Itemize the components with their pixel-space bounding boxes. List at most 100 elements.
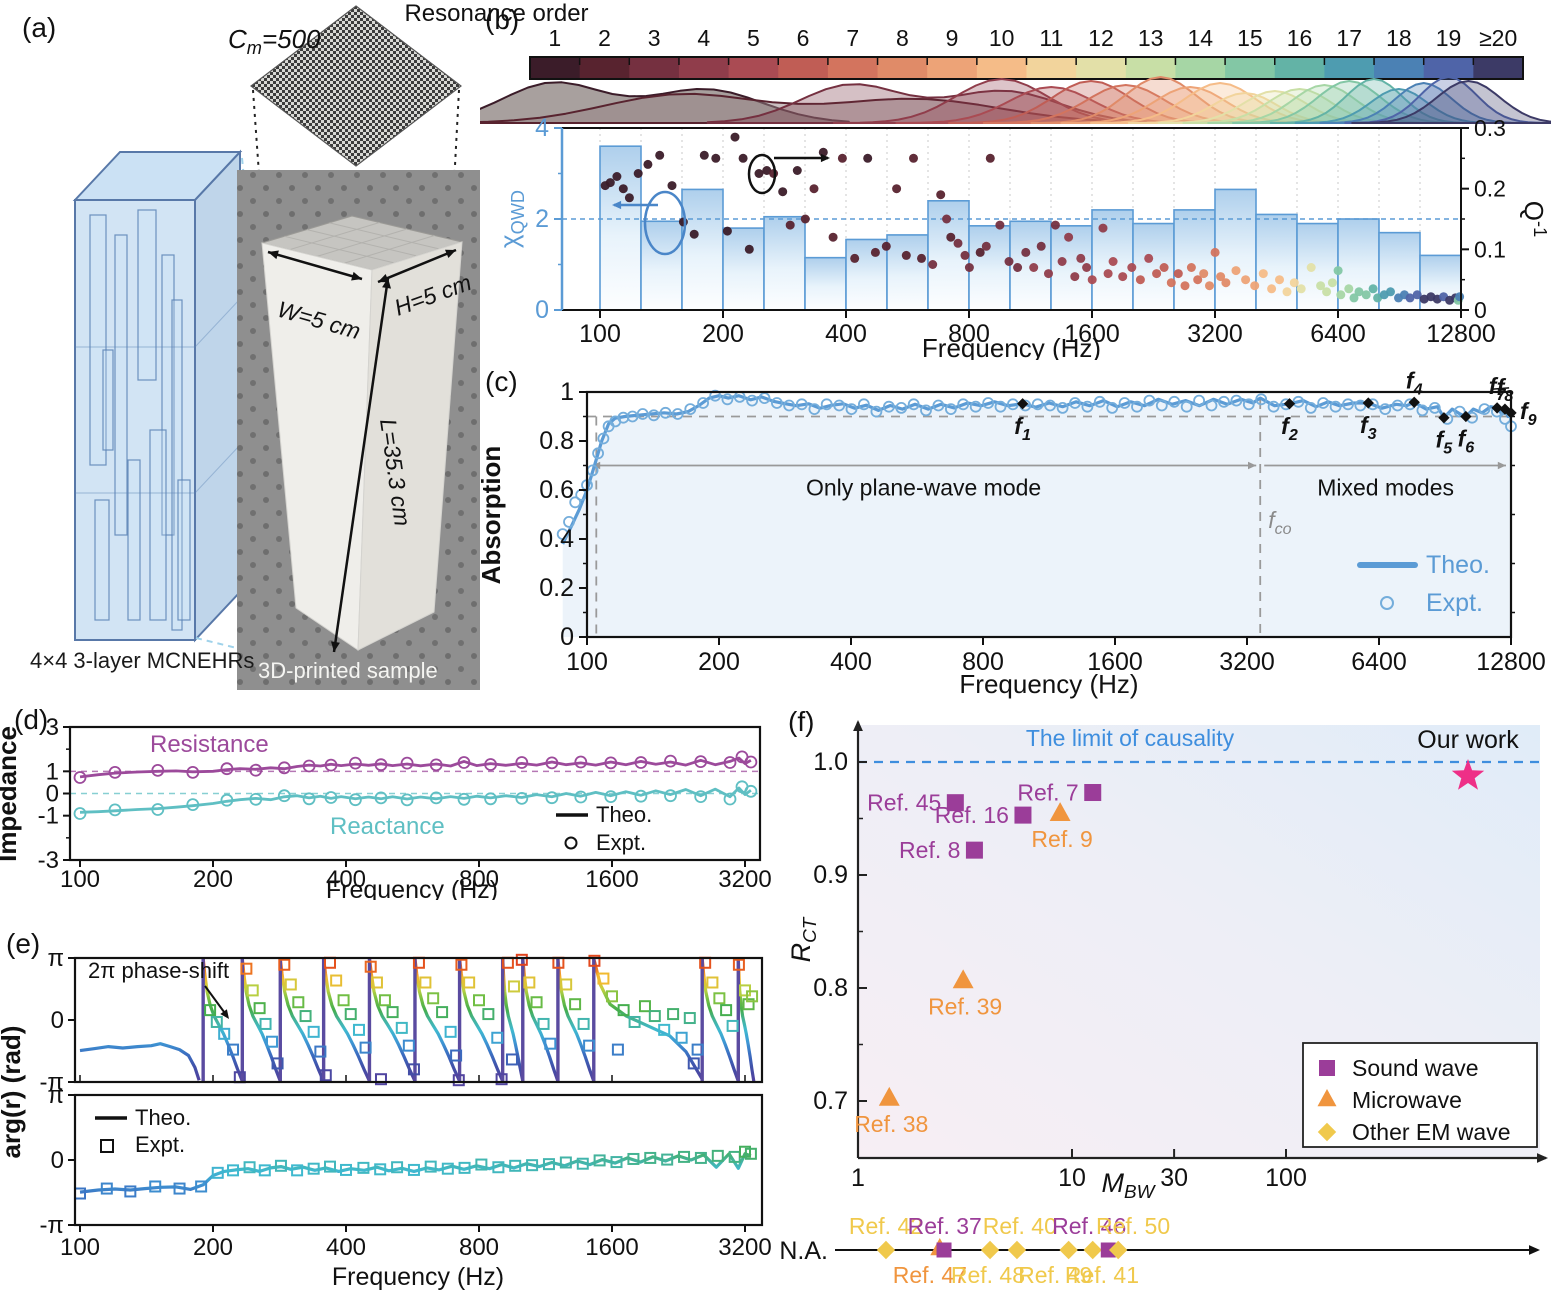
svg-text:0: 0 xyxy=(1474,297,1487,323)
svg-text:f7: f7 xyxy=(1489,373,1507,404)
panel-e-tag: (e) xyxy=(6,928,41,959)
svg-text:800: 800 xyxy=(962,648,1004,676)
svg-text:Mixed modes: Mixed modes xyxy=(1317,475,1454,501)
svg-text:15: 15 xyxy=(1237,25,1263,51)
svg-text:Ref. 49: Ref. 49 xyxy=(1018,1262,1092,1288)
svg-text:100: 100 xyxy=(60,866,100,893)
svg-text:Ref. 9: Ref. 9 xyxy=(1031,826,1092,852)
svg-text:1600: 1600 xyxy=(1064,320,1120,348)
svg-text:200: 200 xyxy=(698,648,740,676)
svg-text:Theo.: Theo. xyxy=(1426,551,1490,579)
svg-text:Other EM wave: Other EM wave xyxy=(1352,1119,1511,1145)
svg-text:Reactance: Reactance xyxy=(330,813,445,840)
svg-text:Expt.: Expt. xyxy=(1426,589,1483,617)
svg-text:Frequency (Hz): Frequency (Hz) xyxy=(922,333,1101,360)
svg-text:4: 4 xyxy=(697,25,710,51)
svg-text:800: 800 xyxy=(459,1234,499,1261)
svg-text:400: 400 xyxy=(830,648,872,676)
svg-text:12800: 12800 xyxy=(1476,648,1546,676)
causality-comparison-chart: The limit of causality 1 10 30 100 1.0 0.9 0.8 0… xyxy=(779,720,1548,1288)
svg-text:f8: f8 xyxy=(1497,374,1514,405)
svg-text:0.2: 0.2 xyxy=(1474,176,1506,202)
svg-text:1: 1 xyxy=(560,378,574,406)
svg-text:0.4: 0.4 xyxy=(539,525,574,553)
svg-text:2: 2 xyxy=(598,25,611,51)
svg-text:10: 10 xyxy=(1058,1164,1086,1192)
svg-text:0: 0 xyxy=(535,296,549,324)
svg-text:f1: f1 xyxy=(1014,413,1031,444)
svg-text:Ref. 46: Ref. 46 xyxy=(1052,1213,1126,1239)
svg-text:Ref. 8: Ref. 8 xyxy=(899,837,960,863)
svg-text:3200: 3200 xyxy=(718,1234,771,1261)
svg-text:0.1: 0.1 xyxy=(1474,236,1506,262)
svg-text:18: 18 xyxy=(1386,25,1412,51)
structure-caption: 4×4 3-layer MCNEHRs xyxy=(30,648,255,673)
svg-text:Resistance: Resistance xyxy=(150,731,269,758)
svg-text:N.A.: N.A. xyxy=(780,1237,828,1265)
svg-text:0.7: 0.7 xyxy=(813,1087,848,1115)
svg-text:14: 14 xyxy=(1187,25,1213,51)
svg-text:-π: -π xyxy=(39,1069,64,1096)
svg-text:f4: f4 xyxy=(1406,367,1423,398)
svg-text:Ref. 16: Ref. 16 xyxy=(935,802,1009,828)
svg-text:Ref. 47: Ref. 47 xyxy=(893,1262,967,1288)
svg-text:100: 100 xyxy=(1265,1164,1307,1192)
panel-b-chart: 1 2 3 4 5 6 7 8 9 10 11 12 13 14 15 16 17 18 19 ≥20 0 2 4 0 0.1 0… xyxy=(408,0,1551,363)
svg-text:Theo.: Theo. xyxy=(596,802,652,827)
svg-text:19: 19 xyxy=(1436,25,1462,51)
perforated-mesh xyxy=(250,5,462,167)
svg-text:30: 30 xyxy=(1160,1164,1188,1192)
svg-text:Ref. 37: Ref. 37 xyxy=(908,1213,982,1239)
svg-text:f2: f2 xyxy=(1281,413,1298,444)
panel-f-chart: The limit of causality 1 10 30 100 1.0 0.9 0.8 0… xyxy=(779,700,1551,1296)
svg-text:3200: 3200 xyxy=(1187,320,1243,348)
svg-text:1.0: 1.0 xyxy=(813,748,848,776)
svg-text:1600: 1600 xyxy=(585,1234,638,1261)
svg-text:0.8: 0.8 xyxy=(813,974,848,1002)
svg-text:Ref. 45: Ref. 45 xyxy=(867,790,941,816)
svg-text:2π phase-shift: 2π phase-shift xyxy=(88,958,229,983)
svg-text:Ref. 7: Ref. 7 xyxy=(1017,780,1078,806)
mesh-label: Cm=500 xyxy=(228,24,321,58)
svg-text:2: 2 xyxy=(535,205,549,233)
svg-text:400: 400 xyxy=(326,1234,366,1261)
svg-text:0.3: 0.3 xyxy=(1474,115,1506,141)
svg-text:Q-1: Q-1 xyxy=(1519,201,1550,237)
svg-text:17: 17 xyxy=(1336,25,1362,51)
svg-text:Only plane-wave mode: Only plane-wave mode xyxy=(806,475,1041,501)
svg-text:8: 8 xyxy=(896,25,909,51)
panel-c-tag: (c) xyxy=(485,366,518,397)
svg-text:Absorption: Absorption xyxy=(480,446,506,585)
panel-c-chart: Only plane-wave mode Mixed modes fco f1 f2 f3… xyxy=(476,360,1551,700)
panel-a-tag: (a) xyxy=(22,12,57,43)
svg-text:16: 16 xyxy=(1287,25,1313,51)
svg-text:Ref. 41: Ref. 41 xyxy=(1065,1262,1139,1288)
svg-text:χQWD: χQWD xyxy=(494,190,528,248)
svg-text:100: 100 xyxy=(566,648,608,676)
panel-d-chart: Resistance Reactance 100 200 400 800 1600 3200 3… xyxy=(0,700,780,904)
resonance-order-title: Resonance order xyxy=(404,0,589,27)
svg-text:10: 10 xyxy=(989,25,1015,51)
svg-text:Impedance: Impedance xyxy=(0,726,22,862)
svg-text:0.8: 0.8 xyxy=(539,427,574,455)
svg-text:200: 200 xyxy=(193,866,233,893)
mcnehr-3d-render xyxy=(72,149,243,643)
svg-text:RCT: RCT xyxy=(786,916,821,962)
svg-text:fco: fco xyxy=(1268,507,1291,538)
svg-text:1: 1 xyxy=(46,758,59,785)
svg-text:11: 11 xyxy=(1039,25,1063,51)
absorption-chart: Only plane-wave mode Mixed modes fco f1 f2 f3… xyxy=(476,367,1546,699)
svg-text:Microwave: Microwave xyxy=(1352,1087,1462,1113)
svg-text:Ref. 38: Ref. 38 xyxy=(854,1111,928,1137)
svg-text:-π: -π xyxy=(39,1212,64,1239)
svg-text:Ref. 50: Ref. 50 xyxy=(1096,1213,1170,1239)
svg-text:π: π xyxy=(47,945,64,972)
panel-b-tag: (b) xyxy=(485,4,520,35)
svg-text:5: 5 xyxy=(747,25,760,51)
svg-text:3: 3 xyxy=(648,25,661,51)
svg-text:π: π xyxy=(47,1082,64,1109)
svg-text:f6: f6 xyxy=(1458,426,1476,457)
svg-text:0.9: 0.9 xyxy=(813,861,848,889)
